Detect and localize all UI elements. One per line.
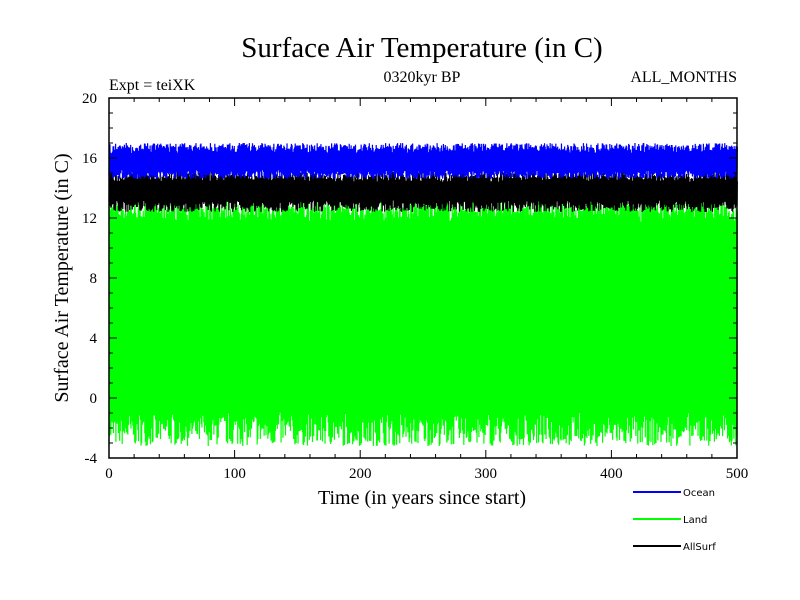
axis-layer: 0 100 200 300 400 500 -4 0 4 8 12 16 20 (82, 91, 748, 482)
x-tick-label: 0 (105, 466, 113, 482)
x-tick-label: 500 (726, 466, 749, 482)
chart-title: Surface Air Temperature (in C) (241, 32, 602, 64)
series-line-ocean (108, 142, 738, 179)
series-layer (108, 142, 738, 447)
experiment-label: Expt = teiXK (109, 77, 196, 94)
y-tick-label: 20 (82, 91, 97, 107)
y-axis-label: Surface Air Temperature (in C) (51, 153, 73, 402)
series-line-allsurf (108, 171, 738, 212)
x-axis-label: Time (in years since start) (318, 487, 526, 509)
x-tick-label: 300 (475, 466, 498, 482)
x-tick-label: 400 (600, 466, 623, 482)
x-tick-label: 200 (349, 466, 372, 482)
y-tick-label: 4 (90, 331, 98, 347)
y-tick-label: 16 (82, 151, 98, 167)
period-label: 0320kyr BP (384, 69, 461, 86)
legend-label-land: Land (683, 515, 707, 526)
legend: Ocean Land AllSurf (633, 488, 716, 553)
y-tick-label: 0 (90, 391, 98, 407)
y-tick-label: -4 (85, 451, 98, 467)
legend-label-ocean: Ocean (683, 488, 715, 499)
y-tick-label: 8 (90, 271, 98, 287)
y-tick-label: 12 (82, 211, 97, 227)
x-tick-label: 100 (223, 466, 246, 482)
months-label: ALL_MONTHS (630, 69, 737, 86)
series-line-land (108, 198, 738, 447)
legend-label-allsurf: AllSurf (683, 542, 716, 553)
